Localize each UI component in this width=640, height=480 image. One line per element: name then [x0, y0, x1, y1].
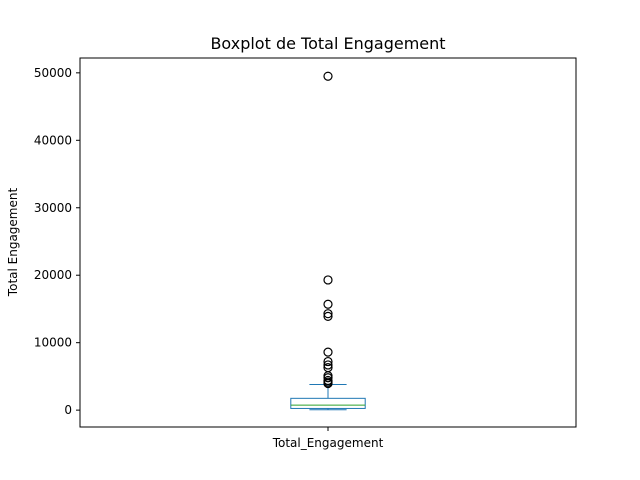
- chart-title: Boxplot de Total Engagement: [210, 34, 445, 53]
- outlier-point: [323, 375, 333, 386]
- x-axis-ticks: Total_Engagement: [272, 427, 384, 450]
- outlier-point: [323, 71, 333, 81]
- y-axis-label: Total Engagement: [6, 188, 20, 298]
- outlier-point: [323, 275, 333, 285]
- outlier-point: [323, 356, 333, 367]
- iqr-box: [290, 397, 366, 409]
- y-tick-label: 10000: [34, 336, 72, 350]
- outlier-point: [323, 309, 333, 319]
- axes-frame: [79, 57, 577, 428]
- outlier-point: [323, 311, 333, 321]
- y-tick-label: 0: [64, 403, 72, 417]
- y-tick-label: 50000: [34, 66, 72, 80]
- y-tick-label: 30000: [34, 201, 72, 215]
- plot-marks: [290, 71, 366, 411]
- y-tick-label: 20000: [34, 268, 72, 282]
- x-tick-label: Total_Engagement: [272, 436, 384, 450]
- outlier-point: [323, 360, 333, 370]
- y-tick-label: 40000: [34, 133, 72, 147]
- y-axis-ticks: 0 10000 20000 30000 40000 50000: [34, 66, 80, 417]
- outlier-point: [323, 299, 333, 309]
- outlier-point: [323, 363, 333, 373]
- outlier-point: [323, 347, 333, 357]
